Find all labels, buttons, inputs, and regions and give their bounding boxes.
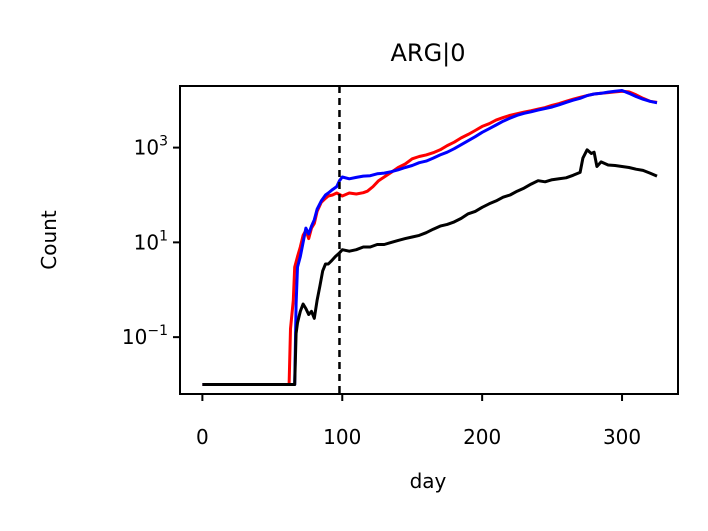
x-tick-label: 200 [463,425,501,449]
chart-title: ARG|0 [390,39,465,67]
x-tick-label: 300 [603,425,641,449]
series-line-1 [202,89,658,386]
series-line-3 [202,148,658,386]
y-tick-label: 10−1 [122,323,168,349]
y-tick-label: 101 [134,228,168,254]
x-tick-label: 0 [196,425,209,449]
y-tick-label: 103 [134,134,168,160]
x-axis-label: day [410,469,447,493]
x-tick-label: 100 [323,425,361,449]
y-axis-label: Count [37,210,61,270]
x-axis: 0 100 200 300 [196,394,641,449]
series-line-2 [202,89,658,386]
y-axis: 103 101 10−1 [122,134,180,349]
plot-frame [179,85,679,395]
series-lines [202,89,658,386]
